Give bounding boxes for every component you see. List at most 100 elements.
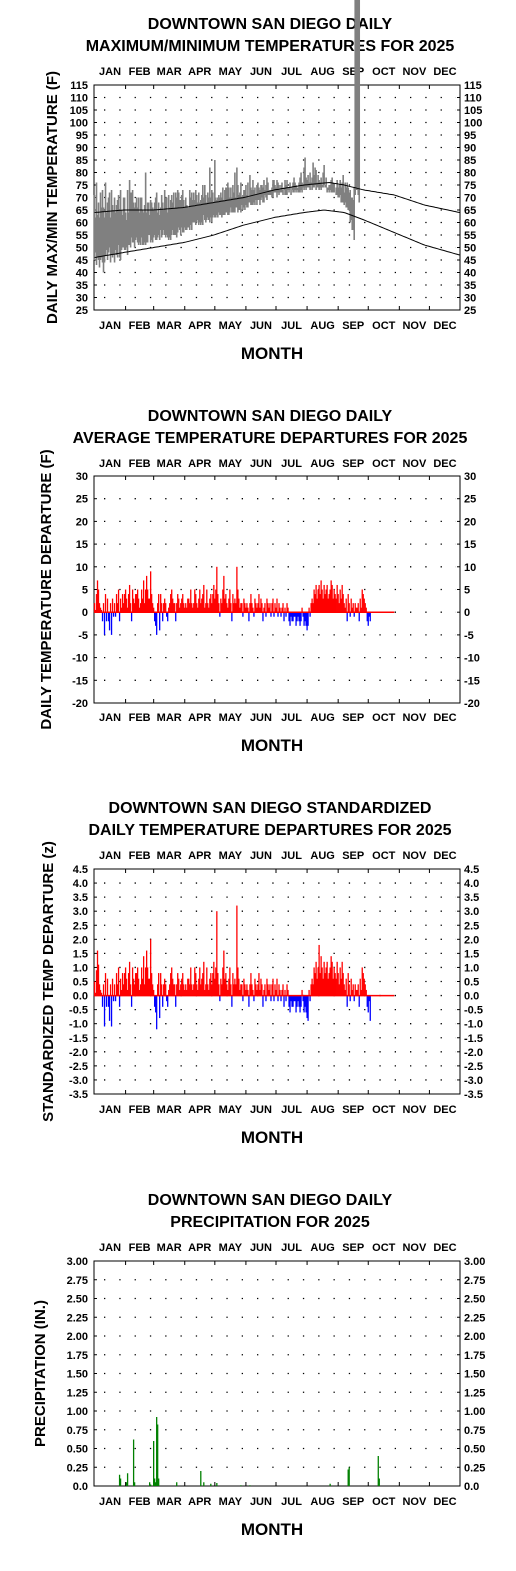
y-tick-label-left: 75 xyxy=(76,180,88,192)
month-label-top: SEP xyxy=(342,458,364,470)
month-label-top: FEB xyxy=(129,458,151,470)
y-tick-label-right: -2.0 xyxy=(464,1047,483,1059)
plot-frame xyxy=(93,1260,461,1487)
y-tick-label-right: 3.5 xyxy=(464,892,479,904)
month-label-bottom: JUL xyxy=(281,320,302,332)
chart-title-line-1: DOWNTOWN SAN DIEGO STANDARDIZED xyxy=(109,800,432,817)
y-tick-label-right: 1.0 xyxy=(464,962,479,974)
x-axis-label: MONTH xyxy=(241,1520,303,1539)
month-label-top: APR xyxy=(188,458,211,470)
y-tick-label-left: 2.5 xyxy=(73,920,88,932)
y-tick-label-right: 3.00 xyxy=(464,1256,485,1268)
x-axis-label: MONTH xyxy=(241,344,303,363)
month-label-bottom: DEC xyxy=(433,1496,456,1508)
month-label-bottom: OCT xyxy=(372,1104,396,1116)
month-label-top: DEC xyxy=(433,458,456,470)
month-label-bottom: JAN xyxy=(99,1104,121,1116)
chart-title-line-2: PRECIPITATION FOR 2025 xyxy=(170,1214,370,1231)
y-tick-label-right: 10 xyxy=(464,562,476,574)
month-label-top: FEB xyxy=(129,1242,151,1254)
plot-frame xyxy=(93,475,461,704)
y-tick-label-right: 0 xyxy=(464,607,470,619)
y-tick-label-left: -5 xyxy=(78,630,88,642)
y-tick-label-right: 25 xyxy=(464,494,476,506)
month-label-bottom: DEC xyxy=(433,1104,456,1116)
month-label-bottom: DEC xyxy=(433,320,456,332)
month-label-top: NOV xyxy=(402,458,427,470)
chart-title-line-2: AVERAGE TEMPERATURE DEPARTURES FOR 2025 xyxy=(73,430,468,447)
y-tick-label-left: 3.0 xyxy=(73,906,88,918)
y-tick-label-right: 2.5 xyxy=(464,920,479,932)
y-axis-label: PRECIPITATION (IN.) xyxy=(32,1300,49,1447)
month-label-bottom: MAR xyxy=(157,1496,182,1508)
y-tick-label-left: 45 xyxy=(76,255,88,267)
y-tick-label-left: 1.0 xyxy=(73,962,88,974)
y-tick-label-right: 2.50 xyxy=(464,1294,485,1306)
y-tick-label-right: 40 xyxy=(464,268,476,280)
y-tick-label-left: 2.0 xyxy=(73,934,88,946)
y-tick-label-right: -3.5 xyxy=(464,1089,483,1101)
y-tick-label-right: 55 xyxy=(464,230,476,242)
y-tick-label-left: -3.5 xyxy=(69,1089,88,1101)
month-label-bottom: NOV xyxy=(402,1104,427,1116)
month-label-top: DEC xyxy=(433,1242,456,1254)
y-tick-label-right: -5 xyxy=(464,630,474,642)
y-tick-label-right: -1.5 xyxy=(464,1033,483,1045)
precip-series xyxy=(118,1417,380,1486)
month-label-bottom: MAR xyxy=(157,320,182,332)
y-tick-label-left: 5 xyxy=(82,585,88,597)
y-tick-label-left: 1.00 xyxy=(67,1406,88,1418)
month-label-top: MAY xyxy=(219,66,243,78)
y-tick-label-right: 0.50 xyxy=(464,1444,485,1456)
month-label-bottom: MAY xyxy=(219,1104,243,1116)
month-label-bottom: JUN xyxy=(250,320,272,332)
y-tick-label-left: 1.5 xyxy=(73,948,88,960)
y-tick-label-right: 60 xyxy=(464,218,476,230)
month-label-top: SEP xyxy=(342,1242,364,1254)
month-label-top: JAN xyxy=(99,458,121,470)
month-label-top: MAR xyxy=(157,850,182,862)
y-tick-label-left: 4.0 xyxy=(73,878,88,890)
y-tick-label-left: 25 xyxy=(76,305,88,317)
month-label-bottom: SEP xyxy=(342,1496,364,1508)
y-tick-label-right: 75 xyxy=(464,180,476,192)
chart-temps: DOWNTOWN SAN DIEGO DAILY MAXIMUM/MINIMUM … xyxy=(44,0,482,363)
month-label-bottom: NOV xyxy=(402,320,427,332)
month-label-top: JUN xyxy=(250,458,272,470)
y-tick-label-right: 30 xyxy=(464,293,476,305)
month-label-bottom: SEP xyxy=(342,320,364,332)
month-label-top: NOV xyxy=(402,66,427,78)
y-tick-label-right: 45 xyxy=(464,255,476,267)
y-tick-label-right: -1.0 xyxy=(464,1019,483,1031)
month-label-bottom: JUN xyxy=(250,1104,272,1116)
y-tick-label-left: -15 xyxy=(72,675,88,687)
y-tick-label-right: 2.0 xyxy=(464,934,479,946)
month-label-top: APR xyxy=(188,1242,211,1254)
y-tick-label-left: -20 xyxy=(72,698,88,710)
x-axis-label: MONTH xyxy=(241,736,303,755)
month-label-top: JUL xyxy=(281,850,302,862)
departure-series xyxy=(93,566,371,635)
month-label-bottom: FEB xyxy=(129,1496,151,1508)
y-tick-label-left: -2.5 xyxy=(69,1061,88,1073)
y-tick-label-right: 1.50 xyxy=(464,1369,485,1381)
y-tick-label-left: 2.75 xyxy=(67,1275,88,1287)
y-tick-label-right: -15 xyxy=(464,675,480,687)
y-tick-label-right: 1.75 xyxy=(464,1350,485,1362)
month-label-bottom: FEB xyxy=(129,320,151,332)
y-tick-label-right: 110 xyxy=(464,93,482,105)
y-tick-label-left: 65 xyxy=(76,205,88,217)
month-label-top: JUL xyxy=(281,1242,302,1254)
month-label-bottom: DEC xyxy=(433,712,456,724)
month-label-bottom: JUN xyxy=(250,1496,272,1508)
y-tick-label-left: 0.0 xyxy=(73,1481,88,1493)
y-tick-label-right: 50 xyxy=(464,243,476,255)
month-label-top: APR xyxy=(188,66,211,78)
chart-zdepart: DOWNTOWN SAN DIEGO STANDARDIZED DAILY TEM… xyxy=(40,800,483,1147)
month-label-top: APR xyxy=(188,850,211,862)
month-label-top: DEC xyxy=(433,850,456,862)
month-label-bottom: APR xyxy=(188,712,211,724)
month-label-top: JUL xyxy=(281,458,302,470)
y-tick-label-left: -2.0 xyxy=(69,1047,88,1059)
